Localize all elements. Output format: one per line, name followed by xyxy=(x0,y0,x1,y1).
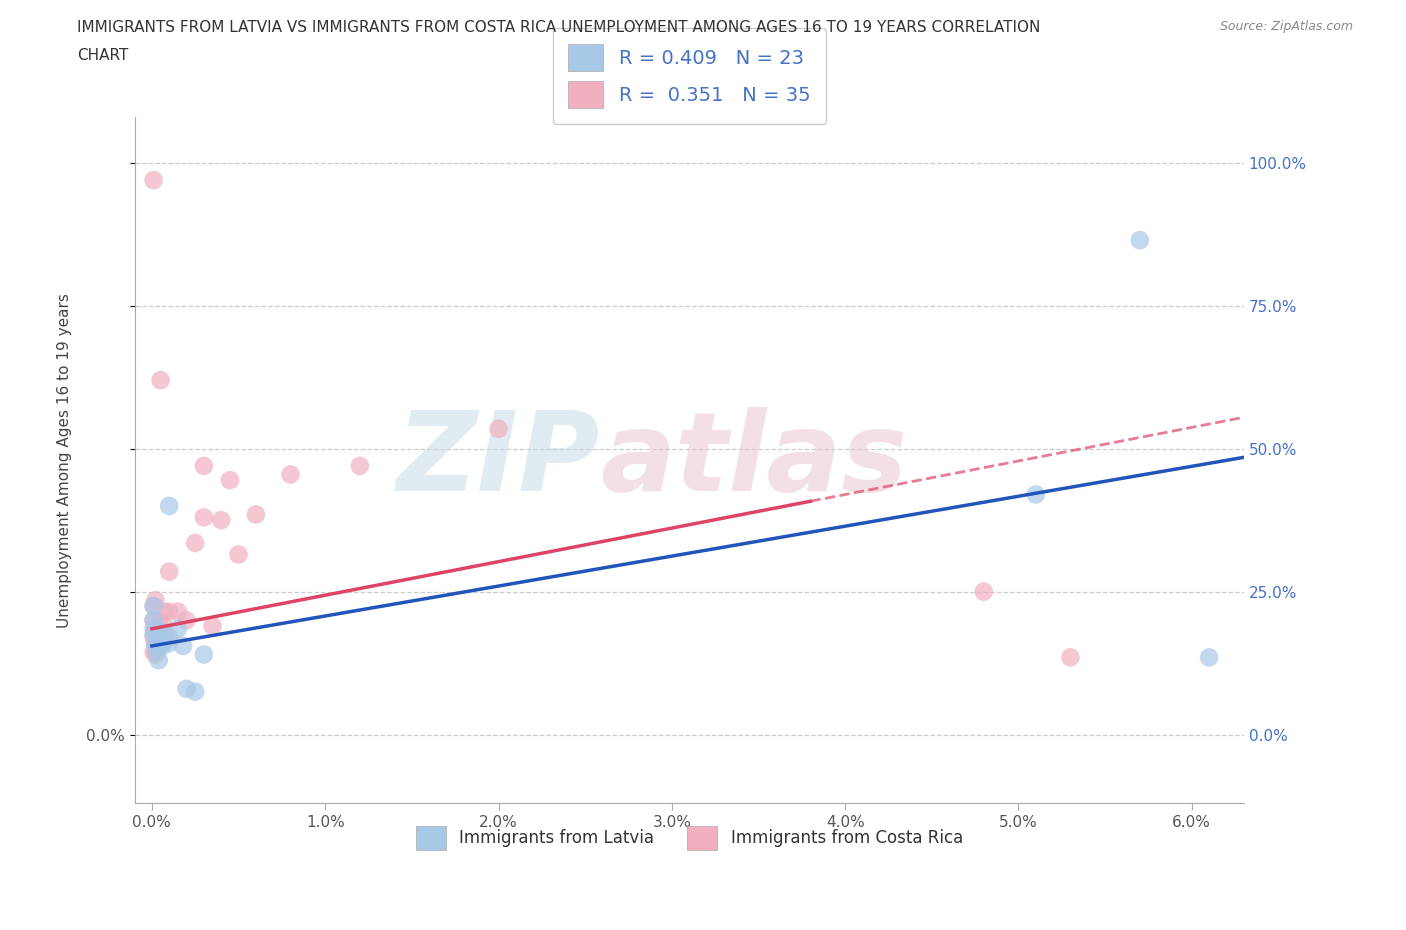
Text: ZIP: ZIP xyxy=(396,406,600,513)
Point xyxy=(167,604,190,619)
Text: Source: ZipAtlas.com: Source: ZipAtlas.com xyxy=(1219,20,1353,33)
Point xyxy=(209,512,232,527)
Point xyxy=(157,565,180,579)
Point xyxy=(143,647,166,662)
Point xyxy=(193,458,215,473)
Point xyxy=(280,467,302,482)
Point xyxy=(148,653,170,668)
Point xyxy=(157,604,180,619)
Point xyxy=(1129,232,1152,247)
Point xyxy=(176,613,198,628)
Point xyxy=(193,647,215,662)
Point xyxy=(149,624,172,639)
Legend: Immigrants from Latvia, Immigrants from Costa Rica: Immigrants from Latvia, Immigrants from … xyxy=(409,819,970,857)
Point xyxy=(143,592,166,607)
Point xyxy=(143,639,166,654)
Y-axis label: Unemployment Among Ages 16 to 19 years: Unemployment Among Ages 16 to 19 years xyxy=(58,293,72,628)
Point xyxy=(143,621,166,636)
Point xyxy=(146,632,169,647)
Point xyxy=(349,458,371,473)
Point xyxy=(150,616,173,631)
Point xyxy=(148,616,170,631)
Point xyxy=(142,644,165,659)
Point xyxy=(148,635,170,650)
Point xyxy=(150,639,173,654)
Point xyxy=(142,599,165,614)
Point xyxy=(172,639,194,654)
Point xyxy=(193,510,215,525)
Point xyxy=(228,547,250,562)
Point xyxy=(218,472,240,487)
Point xyxy=(146,639,169,654)
Point xyxy=(1198,650,1220,665)
Point xyxy=(184,536,207,551)
Point xyxy=(488,421,510,436)
Point xyxy=(146,644,169,659)
Point xyxy=(157,498,180,513)
Point xyxy=(155,627,177,642)
Point xyxy=(146,627,169,642)
Point xyxy=(201,618,224,633)
Text: CHART: CHART xyxy=(77,48,129,63)
Point xyxy=(157,635,180,650)
Text: atlas: atlas xyxy=(600,406,908,513)
Point xyxy=(245,507,267,522)
Point xyxy=(142,613,165,628)
Point xyxy=(1059,650,1081,665)
Point xyxy=(142,621,165,636)
Point xyxy=(167,621,190,636)
Point xyxy=(1025,487,1047,502)
Point xyxy=(143,621,166,636)
Point xyxy=(149,373,172,388)
Point xyxy=(153,604,176,619)
Point xyxy=(142,627,165,642)
Point xyxy=(973,584,995,599)
Point xyxy=(142,599,165,614)
Point xyxy=(142,613,165,628)
Point xyxy=(142,630,165,644)
Point xyxy=(153,632,176,647)
Point xyxy=(143,635,166,650)
Point xyxy=(148,630,170,644)
Point xyxy=(176,682,198,697)
Point xyxy=(157,630,180,644)
Text: IMMIGRANTS FROM LATVIA VS IMMIGRANTS FROM COSTA RICA UNEMPLOYMENT AMONG AGES 16 : IMMIGRANTS FROM LATVIA VS IMMIGRANTS FRO… xyxy=(77,20,1040,35)
Point xyxy=(142,173,165,188)
Point xyxy=(184,684,207,699)
